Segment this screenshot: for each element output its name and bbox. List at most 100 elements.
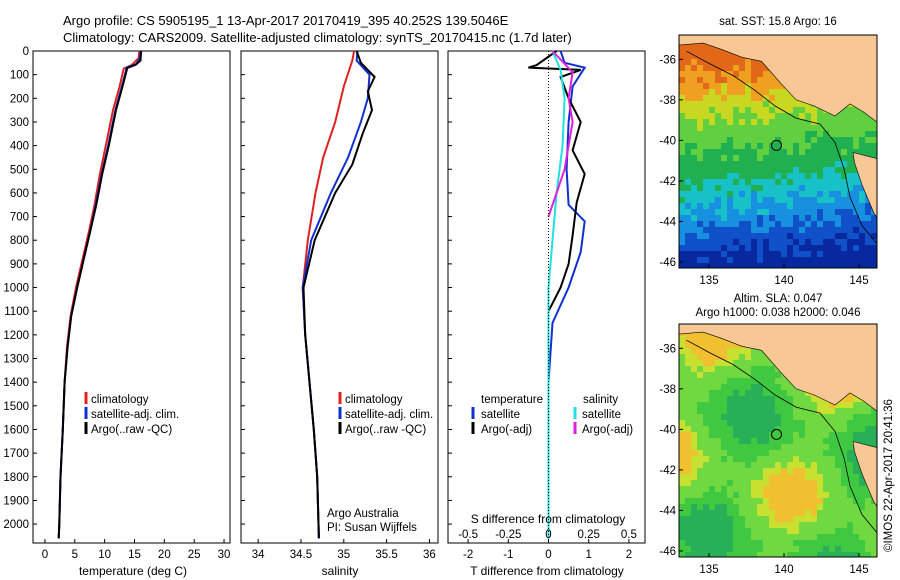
map-cell bbox=[739, 420, 745, 426]
map-cell bbox=[805, 245, 811, 251]
map-cell bbox=[817, 173, 823, 179]
map-cell bbox=[781, 528, 787, 534]
map-cell bbox=[799, 107, 805, 113]
map-cell bbox=[709, 101, 715, 107]
map-cell bbox=[847, 492, 853, 498]
map-cell bbox=[835, 263, 841, 268]
map-x-tick-label: 145 bbox=[849, 275, 868, 287]
map-cell bbox=[787, 486, 793, 492]
map-cell bbox=[709, 462, 715, 468]
map-cell bbox=[697, 191, 703, 197]
map-cell bbox=[811, 486, 817, 492]
legend-heading: salinity bbox=[583, 394, 618, 406]
map-cell bbox=[793, 402, 799, 408]
map-cell bbox=[787, 552, 793, 557]
map-cell bbox=[841, 215, 847, 221]
map-cell bbox=[829, 251, 835, 257]
map-cell bbox=[829, 239, 835, 245]
map-cell bbox=[799, 113, 805, 119]
map-cell bbox=[811, 546, 817, 552]
map-cell bbox=[811, 426, 817, 432]
map-cell bbox=[715, 167, 721, 173]
map-cell bbox=[823, 179, 829, 185]
map-cell bbox=[709, 486, 715, 492]
map-cell bbox=[787, 173, 793, 179]
map-cell bbox=[835, 167, 841, 173]
map-cell bbox=[739, 462, 745, 468]
map-cell bbox=[733, 137, 739, 143]
map-cell bbox=[769, 107, 775, 113]
map-cell bbox=[709, 360, 715, 366]
map-cell bbox=[727, 185, 733, 191]
map-cell bbox=[805, 456, 811, 462]
map-cell bbox=[811, 396, 817, 402]
map-cell bbox=[829, 462, 835, 468]
map-cell bbox=[739, 191, 745, 197]
map-cell bbox=[757, 239, 763, 245]
map-cell bbox=[691, 462, 697, 468]
map-cell bbox=[757, 107, 763, 113]
map-cell bbox=[781, 107, 787, 113]
map-cell bbox=[835, 462, 841, 468]
map-cell bbox=[751, 534, 757, 540]
map-cell bbox=[715, 209, 721, 215]
map-cell bbox=[727, 402, 733, 408]
map-cell bbox=[751, 384, 757, 390]
map-cell bbox=[805, 251, 811, 257]
map-cell bbox=[691, 384, 697, 390]
map-cell bbox=[829, 516, 835, 522]
map-cell bbox=[817, 179, 823, 185]
map-cell bbox=[721, 107, 727, 113]
map-cell bbox=[811, 516, 817, 522]
map-cell bbox=[691, 59, 697, 65]
map-cell bbox=[835, 546, 841, 552]
map-cell bbox=[811, 203, 817, 209]
map-cell bbox=[733, 59, 739, 65]
map-cell bbox=[853, 510, 859, 516]
map-cell bbox=[763, 149, 769, 155]
map-cell bbox=[859, 143, 865, 149]
map-cell bbox=[775, 522, 781, 528]
map-cell bbox=[799, 149, 805, 155]
map-cell bbox=[757, 540, 763, 546]
map-cell bbox=[721, 167, 727, 173]
map-cell bbox=[823, 251, 829, 257]
map-cell bbox=[733, 366, 739, 372]
map-cell bbox=[847, 125, 853, 131]
map-cell bbox=[727, 89, 733, 95]
map-cell bbox=[853, 179, 859, 185]
map-cell bbox=[805, 143, 811, 149]
map-cell bbox=[829, 444, 835, 450]
temperature-legend: climatology satellite-adj. clim. Argo(..… bbox=[84, 392, 179, 436]
map-cell bbox=[823, 155, 829, 161]
map-cell bbox=[769, 227, 775, 233]
map-cell bbox=[775, 420, 781, 426]
map-cell bbox=[727, 366, 733, 372]
map-cell bbox=[721, 245, 727, 251]
map-cell bbox=[769, 510, 775, 516]
map-cell bbox=[685, 528, 691, 534]
map-cell bbox=[685, 378, 691, 384]
map-cell bbox=[751, 71, 757, 77]
map-cell bbox=[799, 233, 805, 239]
map-cell bbox=[871, 149, 877, 155]
map-cell bbox=[775, 516, 781, 522]
map-cell bbox=[781, 390, 787, 396]
map-cell bbox=[709, 432, 715, 438]
map-cell bbox=[721, 215, 727, 221]
map-cell bbox=[721, 390, 727, 396]
map-cell bbox=[709, 155, 715, 161]
map-cell bbox=[853, 251, 859, 257]
map-cell bbox=[709, 143, 715, 149]
map-cell bbox=[709, 95, 715, 101]
map-cell bbox=[715, 372, 721, 378]
map-cell bbox=[757, 546, 763, 552]
map-cell bbox=[703, 384, 709, 390]
map-cell bbox=[823, 450, 829, 456]
map-cell bbox=[799, 546, 805, 552]
map-cell bbox=[805, 438, 811, 444]
map-cell bbox=[703, 522, 709, 528]
map-cell bbox=[859, 137, 865, 143]
map-cell bbox=[703, 101, 709, 107]
map-cell bbox=[679, 95, 685, 101]
